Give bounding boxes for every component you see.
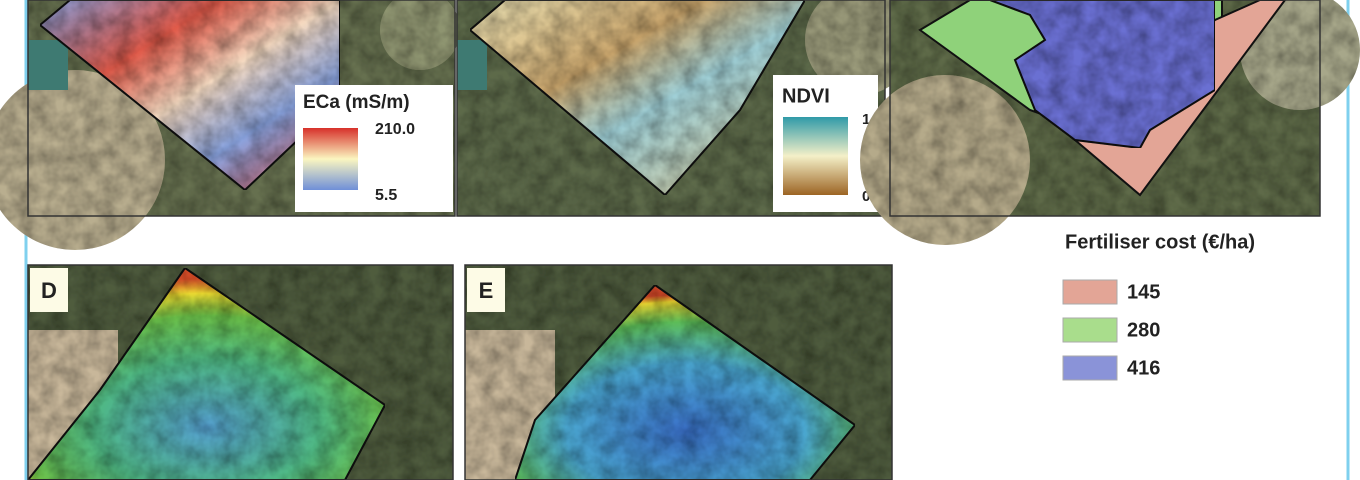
legend-item: 145: [1127, 281, 1160, 303]
map-panel: E: [464, 264, 893, 480]
legend-title: NDVI: [782, 85, 830, 107]
legend-item: 416: [1127, 357, 1160, 379]
legend-swatch: [1062, 279, 1118, 305]
panel-label: D: [41, 278, 57, 303]
legend-max: 1: [862, 111, 870, 128]
legend-item: 280: [1127, 319, 1160, 341]
panel-label: E: [479, 278, 494, 303]
map-panel: NDVI 1 0: [456, 0, 915, 217]
frame: [24, 0, 1350, 480]
color-bar: [783, 117, 848, 195]
legend-swatch: [1062, 317, 1118, 343]
legend-min: 0: [862, 188, 870, 205]
legend-swatch: [1062, 355, 1118, 381]
color-bar: [303, 128, 358, 190]
map-panel: [860, 0, 1360, 245]
map-panel: ECa (mS/m) 210.0 5.5: [0, 0, 460, 250]
legend: Fertiliser cost (€/ha) 145 280 416: [1062, 231, 1255, 381]
legend-min: 5.5: [375, 187, 397, 204]
legend-title: ECa (mS/m): [303, 92, 410, 113]
legend-title: Fertiliser cost (€/ha): [1065, 231, 1255, 253]
map-panel: D: [26, 264, 454, 480]
legend-max: 210.0: [375, 121, 415, 138]
